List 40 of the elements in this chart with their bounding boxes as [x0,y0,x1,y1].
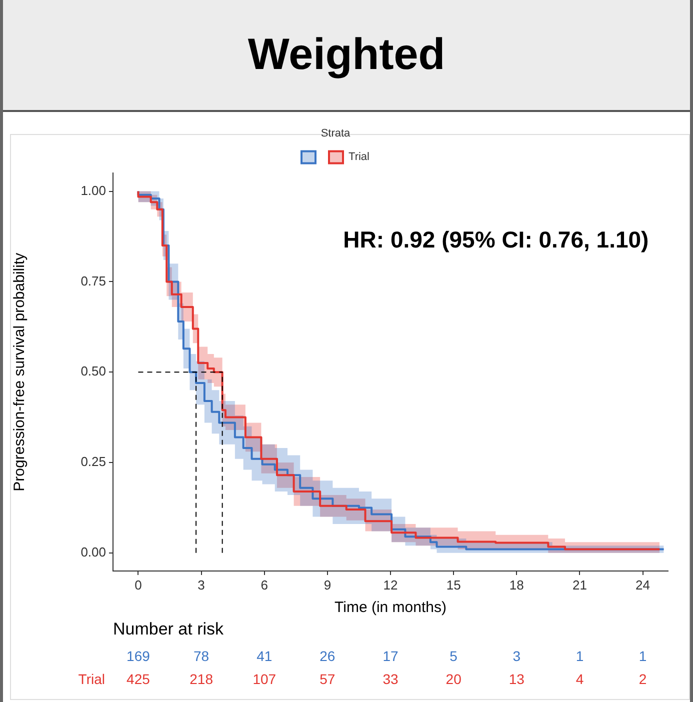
text: 3 [512,648,521,664]
x-tick-label: 3 [198,577,205,592]
legend-title: Strata [320,128,352,140]
x-tick-label: 9 [324,577,332,592]
y-tick-label: 0.25 [80,454,106,470]
text: 17 [382,648,398,664]
text: 169 [126,648,150,664]
text: 13 [508,670,525,687]
text: 78 [194,648,210,664]
text: 107 [252,670,276,687]
text: Trial [78,670,105,687]
text: 1 [638,648,647,664]
text: 1 [576,648,584,664]
x-tick-label: 15 [446,577,461,592]
text: 41 [256,648,272,664]
x-tick-label: 6 [260,577,268,592]
text: 2 [638,670,647,687]
y-tick-label: 0.75 [80,273,106,288]
text: 26 [320,648,336,664]
text: 425 [126,670,150,687]
chart-title: Weighted [248,30,446,80]
x-tick-label: 21 [572,577,587,592]
text: 5 [450,648,458,664]
y-tick-label: 1.00 [80,182,106,198]
annotation: HR: 0.92 (95% CI: 0.76, 1.10) [343,226,649,253]
text: 4 [576,670,584,687]
text: 33 [382,670,398,687]
x-tick-label: 18 [509,577,524,592]
x-tick-label: 12 [383,577,398,592]
y-tick-label: 0.50 [80,364,106,379]
text: 57 [320,670,336,687]
text: Number at risk [113,620,224,639]
legend-label: Trial [348,151,370,164]
x-tick-label: 24 [636,577,650,592]
x-axis-title: Time (in months) [334,599,446,616]
text: 20 [446,670,462,687]
y-axis-title: Progression-free survival probability [11,252,28,492]
text: 218 [190,670,214,687]
y-tick-label: 0.00 [80,544,106,560]
x-tick-label: 0 [134,577,142,592]
